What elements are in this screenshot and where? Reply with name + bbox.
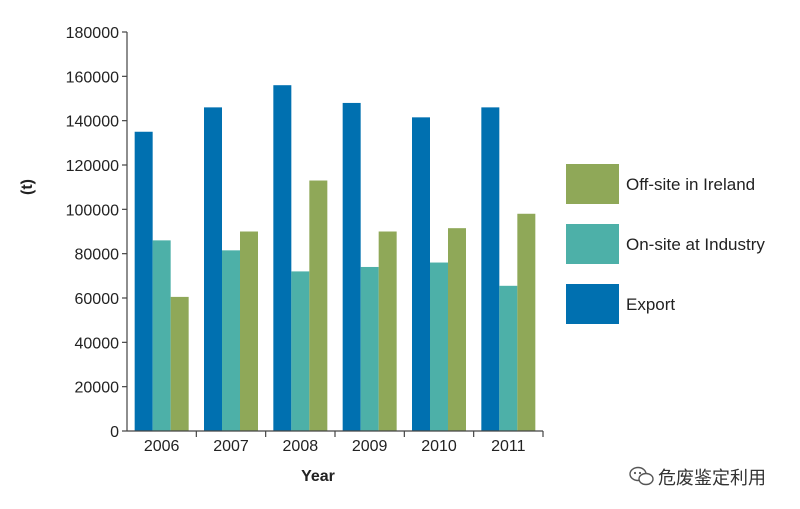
- bar-export-2011: [481, 107, 500, 431]
- y-tick-label: 80000: [75, 247, 120, 264]
- bar-off-site-in-ireland-2007: [240, 231, 258, 431]
- y-tick-label: 160000: [66, 69, 119, 86]
- bar-export-2008: [273, 85, 292, 431]
- bar-export-2010: [412, 117, 430, 431]
- bar-on-site-at-industry-2008: [291, 271, 310, 431]
- legend-label: On-site at Industry: [626, 235, 765, 254]
- bars-group: [134, 85, 536, 431]
- y-tick-label: 180000: [66, 25, 119, 42]
- y-tick-label: 20000: [75, 380, 120, 397]
- x-axis-title: Year: [301, 468, 335, 485]
- x-tick-label: 2009: [352, 438, 388, 455]
- bar-off-site-in-ireland-2010: [448, 228, 466, 431]
- legend-swatch: [566, 224, 619, 264]
- watermark: 危废鉴定利用: [629, 466, 766, 489]
- bar-export-2009: [342, 102, 361, 431]
- bar-off-site-in-ireland-2006: [170, 296, 189, 431]
- y-axis-title: (t): [19, 179, 36, 195]
- legend-label: Off-site in Ireland: [626, 175, 755, 194]
- bar-on-site-at-industry-2009: [360, 266, 379, 431]
- x-tick-label: 2011: [491, 438, 526, 455]
- bar-off-site-in-ireland-2009: [378, 231, 397, 431]
- y-tick-label: 100000: [66, 202, 119, 219]
- x-tick-label: 2010: [421, 438, 457, 455]
- x-ticks-group: 2006 2007 2008 2009 2010 2011: [144, 431, 544, 455]
- bar-on-site-at-industry-2006: [152, 240, 171, 431]
- y-tick-label: 140000: [66, 114, 119, 131]
- x-tick-label: 2006: [144, 438, 180, 455]
- bar-export-2007: [204, 107, 222, 431]
- y-ticks-group: 0 20000 40000 60000 80000 100000 120000 140000 1…: [66, 25, 127, 441]
- bar-on-site-at-industry-2010: [430, 262, 448, 431]
- x-tick-label: 2008: [283, 438, 319, 455]
- bar-off-site-in-ireland-2011: [517, 213, 536, 431]
- wechat-icon: [629, 466, 654, 486]
- bar-export-2006: [134, 131, 153, 431]
- y-tick-label: 60000: [75, 291, 120, 308]
- bar-on-site-at-industry-2011: [499, 285, 518, 431]
- legend-label: Export: [626, 295, 675, 314]
- y-tick-label: 120000: [66, 158, 119, 175]
- legend: Off-site in Ireland On-site at Industry Ex…: [566, 164, 765, 324]
- y-tick-label: 0: [110, 424, 119, 441]
- legend-swatch: [566, 284, 619, 324]
- legend-swatch: [566, 164, 619, 204]
- y-tick-label: 40000: [75, 335, 120, 352]
- x-tick-label: 2007: [213, 438, 249, 455]
- bar-off-site-in-ireland-2008: [309, 180, 328, 431]
- bar-on-site-at-industry-2007: [222, 250, 240, 431]
- watermark-text: 危废鉴定利用: [658, 468, 766, 489]
